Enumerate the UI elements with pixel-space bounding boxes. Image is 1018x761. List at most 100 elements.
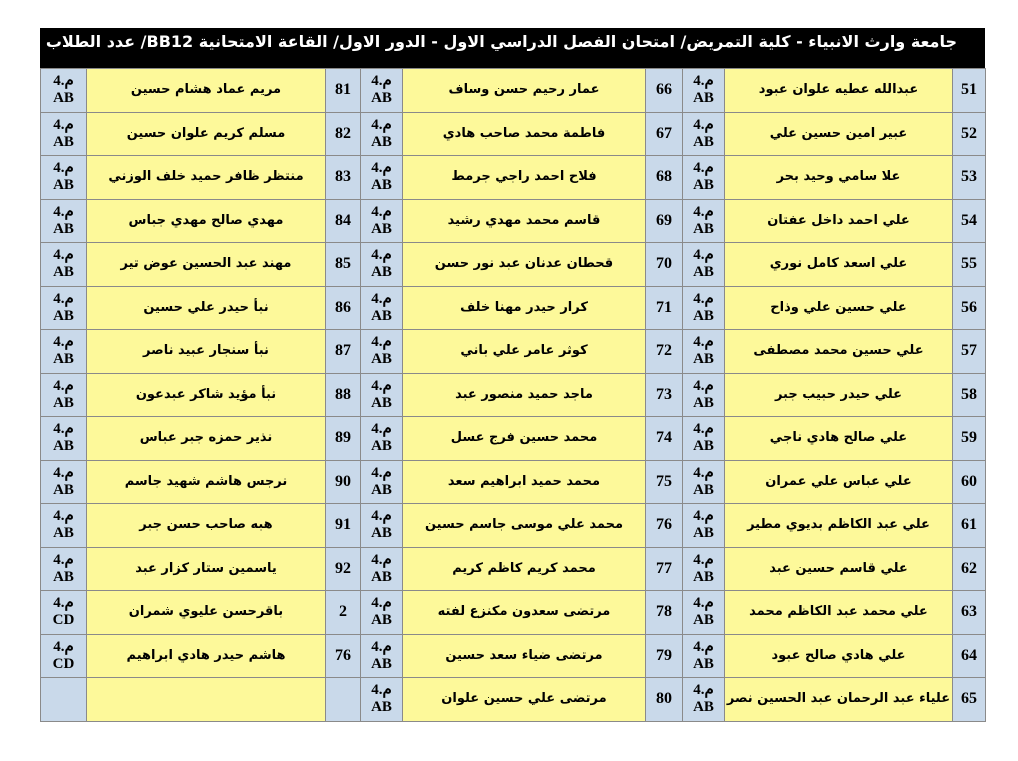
- student-name-cell: نبأ حيدر علي حسين: [86, 285, 326, 330]
- table-row: م.4 AB نرجس هاشم شهيد جاسم 90 م.4 AB محمد حميد…: [40, 459, 986, 504]
- group-label: AB: [693, 525, 714, 542]
- student-name-cell: نبأ مؤيد شاكر عبدعون: [86, 372, 326, 417]
- group-label: AB: [693, 568, 714, 585]
- group-label: AB: [371, 220, 392, 237]
- student-name-cell: مرتضى ضياء سعد حسين: [402, 633, 646, 678]
- student-name-cell: علي عبد الكاظم بديوي مطير: [724, 503, 953, 548]
- group-label: AB: [371, 177, 392, 194]
- student-name-cell: علا سامي وحيد بحر: [724, 155, 953, 200]
- stage-label: م.4: [53, 508, 74, 525]
- table-row: م.4 CD هاشم حيدر هادي ابراهيم 76 م.4 AB مرتضى …: [40, 633, 986, 678]
- stage-label: م.4: [693, 160, 714, 177]
- stage-code-cell: م.4 AB: [360, 329, 403, 374]
- student-name-cell: علي قاسم حسين عبد: [724, 546, 953, 591]
- student-name-cell: قحطان عدنان عبد نور حسن: [402, 242, 646, 287]
- stage-code-cell: م.4 CD: [40, 633, 87, 678]
- seat-number-cell: 83: [325, 155, 361, 200]
- seat-number-cell: 61: [952, 503, 986, 548]
- stage-code-cell: م.4 AB: [360, 155, 403, 200]
- stage-code-cell: م.4 AB: [40, 111, 87, 156]
- table-row: م.4 AB مهدي صالح مهدي جباس 84 م.4 AB قاسم محمد…: [40, 198, 986, 243]
- stage-code-cell: م.4 AB: [360, 68, 403, 113]
- student-name-cell: باقرحسن عليوي شمران: [86, 590, 326, 635]
- stage-code-cell: م.4 AB: [40, 242, 87, 287]
- stage-code-cell: م.4 AB: [360, 503, 403, 548]
- seat-number-cell: 76: [645, 503, 683, 548]
- seat-number-cell: 52: [952, 111, 986, 156]
- seat-number-cell: [325, 677, 361, 722]
- group-label: AB: [693, 307, 714, 324]
- group-label: AB: [693, 612, 714, 629]
- group-label: AB: [693, 699, 714, 716]
- stage-code-cell: م.4 AB: [40, 372, 87, 417]
- seat-number-cell: 57: [952, 329, 986, 374]
- group-label: AB: [53, 525, 74, 542]
- seat-number-cell: 60: [952, 459, 986, 504]
- seat-number-cell: 58: [952, 372, 986, 417]
- seat-number-cell: 70: [645, 242, 683, 287]
- student-name-cell: علياء عبد الرحمان عبد الحسين نصر: [724, 677, 953, 722]
- stage-label: م.4: [371, 551, 392, 568]
- seat-number-cell: 90: [325, 459, 361, 504]
- stage-label: م.4: [53, 203, 74, 220]
- seat-number-cell: 69: [645, 198, 683, 243]
- group-label: AB: [371, 568, 392, 585]
- student-name-cell: [86, 677, 326, 722]
- stage-label: م.4: [371, 595, 392, 612]
- student-name-cell: هاشم حيدر هادي ابراهيم: [86, 633, 326, 678]
- stage-code-cell: م.4 AB: [360, 416, 403, 461]
- stage-code-cell: م.4 AB: [40, 416, 87, 461]
- stage-code-cell: م.4 AB: [360, 633, 403, 678]
- group-label: AB: [693, 481, 714, 498]
- stage-code-cell: م.4 CD: [40, 590, 87, 635]
- stage-code-cell: م.4 AB: [682, 155, 725, 200]
- students-table: م.4 AB مريم عماد هشام حسين 81 م.4 AB عمار رحيم…: [40, 68, 986, 722]
- group-label: AB: [371, 699, 392, 716]
- stage-label: م.4: [53, 595, 74, 612]
- seat-number-cell: 85: [325, 242, 361, 287]
- table-row: م.4 AB منتظر ظافر حميد خلف الوزني 83 م.4 AB فل…: [40, 155, 986, 200]
- stage-code-cell: م.4 AB: [682, 503, 725, 548]
- stage-code-cell: م.4 AB: [40, 198, 87, 243]
- stage-code-cell: م.4 AB: [682, 68, 725, 113]
- seat-number-cell: 64: [952, 633, 986, 678]
- student-name-cell: نذير حمزه جبر عباس: [86, 416, 326, 461]
- stage-label: م.4: [693, 377, 714, 394]
- stage-code-cell: م.4 AB: [40, 459, 87, 504]
- table-row: م.4 AB مسلم كريم علوان حسين 82 م.4 AB فاطمة مح…: [40, 111, 986, 156]
- student-name-cell: كوثر عامر علي باني: [402, 329, 646, 374]
- group-label: AB: [53, 220, 74, 237]
- stage-label: م.4: [693, 334, 714, 351]
- student-name-cell: قاسم محمد مهدي رشيد: [402, 198, 646, 243]
- stage-label: م.4: [53, 290, 74, 307]
- table-row: م.4 AB هبه صاحب حسن جبر 91 م.4 AB محمد علي موس…: [40, 503, 986, 548]
- group-label: AB: [53, 177, 74, 194]
- group-label: AB: [371, 481, 392, 498]
- seat-number-cell: 51: [952, 68, 986, 113]
- stage-code-cell: م.4 AB: [360, 285, 403, 330]
- seat-number-cell: 55: [952, 242, 986, 287]
- stage-label: م.4: [371, 464, 392, 481]
- student-name-cell: محمد حميد ابراهيم سعد: [402, 459, 646, 504]
- group-label: AB: [371, 438, 392, 455]
- group-label: AB: [693, 264, 714, 281]
- stage-code-cell: م.4 AB: [682, 285, 725, 330]
- student-name-cell: علي اسعد كامل نوري: [724, 242, 953, 287]
- stage-code-cell: م.4 AB: [40, 546, 87, 591]
- student-name-cell: مرتضى علي حسين علوان: [402, 677, 646, 722]
- student-name-cell: عبدالله عطيه علوان عبود: [724, 68, 953, 113]
- group-label: AB: [53, 90, 74, 107]
- seat-number-cell: 65: [952, 677, 986, 722]
- stage-label: م.4: [371, 73, 392, 90]
- seat-number-cell: 74: [645, 416, 683, 461]
- table-row: م.4 AB مريم عماد هشام حسين 81 م.4 AB عمار رحيم…: [40, 68, 986, 113]
- stage-code-cell: م.4 AB: [682, 242, 725, 287]
- stage-label: م.4: [53, 247, 74, 264]
- stage-code-cell: م.4 AB: [360, 372, 403, 417]
- seat-number-cell: 78: [645, 590, 683, 635]
- student-name-cell: علي حيدر حبيب جبر: [724, 372, 953, 417]
- stage-code-cell: م.4 AB: [682, 677, 725, 722]
- stage-label: م.4: [693, 290, 714, 307]
- student-name-cell: فاطمة محمد صاحب هادي: [402, 111, 646, 156]
- stage-label: م.4: [53, 160, 74, 177]
